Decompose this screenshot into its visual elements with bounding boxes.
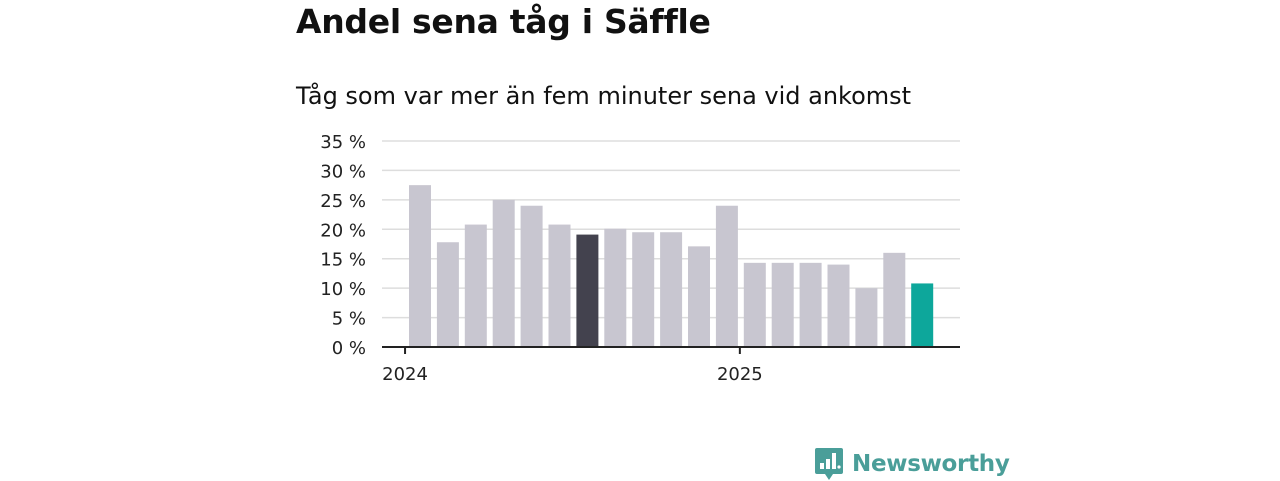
bar [855,288,878,347]
bar [464,224,487,347]
bar [492,199,515,347]
y-tick-label: 35 % [320,132,366,153]
bar [409,185,431,347]
x-tick-label: 2025 [717,364,763,385]
y-tick-label: 10 % [320,279,366,300]
bar [436,242,459,347]
chart-title: Andel sena tåg i Säffle [296,2,711,41]
y-tick-label: 30 % [320,161,366,182]
newsworthy-logo-icon [815,448,843,480]
bar [743,262,766,347]
bar [632,232,655,347]
bar-chart: 0 % 5 % 10 % 15 % 20 % 25 % 30 % 35 % 2024 2025 [320,132,960,385]
bar [688,246,710,347]
y-tick-label: 25 % [320,191,366,212]
bar [548,224,571,347]
y-tick-label: 0 % [332,338,366,359]
bar [911,283,934,347]
newsworthy-logo: Newsworthy [814,447,1010,481]
bar [771,262,794,347]
bar [799,262,822,347]
bar [520,205,543,347]
bar [827,264,850,347]
brand-name: Newsworthy [852,451,1010,477]
y-tick-label: 5 % [332,309,366,330]
bar [660,232,683,347]
x-tick-label: 2024 [382,364,428,385]
bar [604,228,627,347]
bar [715,205,738,347]
bar [883,252,906,347]
y-tick-label: 20 % [320,220,366,241]
y-tick-label: 15 % [320,250,366,271]
chart-subtitle: Tåg som var mer än fem minuter sena vid … [296,82,912,110]
bar [576,234,599,347]
